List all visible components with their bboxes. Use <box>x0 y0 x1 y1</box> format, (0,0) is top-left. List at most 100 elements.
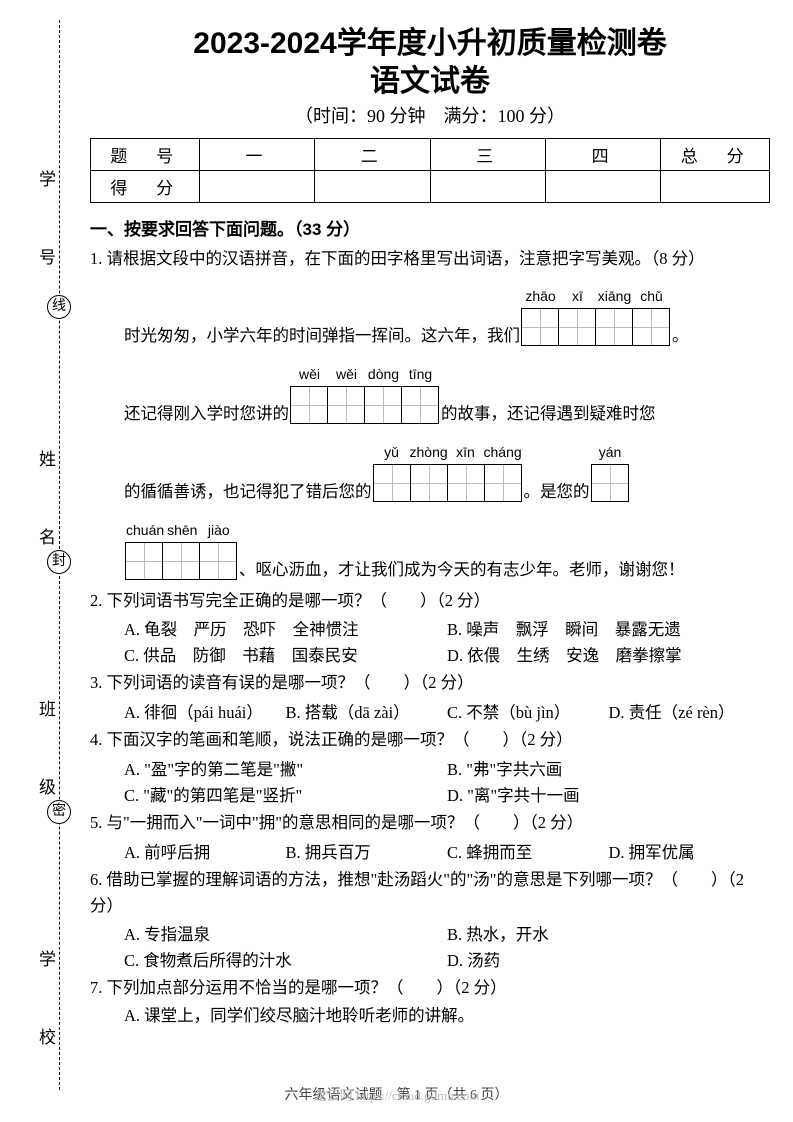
table-row: 得 分 <box>91 171 770 203</box>
char-group[interactable]: zhāo xī xiāng chǔ <box>522 308 670 346</box>
q6-options: A. 专指温泉 B. 热水，开水 C. 食物煮后所得的汁水 D. 汤药 <box>90 922 770 973</box>
pinyin: dòng <box>365 366 402 382</box>
pinyin: jiào <box>201 522 238 538</box>
q1-line1-pre: 时光匆匆，小学六年的时间弹指一挥间。这六年，我们 <box>124 322 520 346</box>
watermark: 龙云网 https://cloud.gdmu.com <box>0 1085 793 1104</box>
q1-stem: 1. 请根据文段中的汉语拼音，在下面的田字格里写出词语，注意把字写美观。（8 分… <box>90 246 770 272</box>
score-th-total: 总 分 <box>661 139 770 171</box>
pinyin: yán <box>592 444 629 460</box>
char-box[interactable] <box>595 308 633 346</box>
q5-options: A. 前呼后拥 B. 拥兵百万 C. 蜂拥而至 D. 拥军优属 <box>90 840 770 866</box>
pinyin: wěi <box>328 366 365 382</box>
char-box[interactable] <box>125 542 163 580</box>
exam-title-line1: 2023-2024学年度小升初质量检测卷 <box>90 25 770 63</box>
q6-opt-d: D. 汤药 <box>447 948 770 974</box>
score-th-3: 三 <box>430 139 545 171</box>
q3-options: A. 徘徊（pái huái） B. 搭载（dā zài） C. 不禁（bù j… <box>90 700 770 726</box>
pinyin-row: zhāo xī xiāng chǔ <box>522 288 670 304</box>
score-cell[interactable] <box>545 171 660 203</box>
q6-opt-a: A. 专指温泉 <box>124 922 447 948</box>
char-group[interactable]: chuán shēn jiào <box>126 542 237 580</box>
char-box[interactable] <box>484 464 522 502</box>
pinyin-row: wěi wěi dòng tīng <box>291 366 439 382</box>
pinyin: tīng <box>402 366 439 382</box>
pinyin: chǔ <box>633 288 670 304</box>
q1-line3-pre: 的循循善诱，也记得犯了错后您的 <box>124 478 372 502</box>
pinyin: yǔ <box>374 444 410 460</box>
q2-opt-d: D. 依偎 生绣 安逸 磨拳擦掌 <box>447 643 770 669</box>
char-box[interactable] <box>290 386 328 424</box>
char-box[interactable] <box>199 542 237 580</box>
q1-line2-post: 的故事，还记得遇到疑难时您 <box>441 400 656 424</box>
exam-page: 学 号 线 姓 名 封 班 级 密 学 校 2023-2024学年度小升初质量检… <box>0 0 793 1122</box>
exam-title-line2: 语文试卷 <box>90 63 770 101</box>
binding-label-student-id: 学 号 <box>33 170 58 287</box>
score-table: 题 号 一 二 三 四 总 分 得 分 <box>90 138 770 203</box>
score-row-label: 得 分 <box>91 171 200 203</box>
char-box[interactable] <box>410 464 448 502</box>
q7-stem: 7. 下列加点部分运用不恰当的是哪一项？（ ）（2 分） <box>90 975 770 1001</box>
char-box[interactable] <box>373 464 411 502</box>
q5-opt-b: B. 拥兵百万 <box>286 840 448 866</box>
q4-opt-a: A. "盈"字的第二笔是"撇" <box>124 757 447 783</box>
pinyin-row: chuán shēn jiào <box>126 522 237 538</box>
q5-opt-d: D. 拥军优属 <box>609 840 771 866</box>
score-cell[interactable] <box>430 171 545 203</box>
q4-opt-c: C. "藏"的第四笔是"竖折" <box>124 783 447 809</box>
binding-seal-feng: 封 <box>47 550 71 574</box>
q3-opt-c: C. 不禁（bù jìn） <box>447 700 609 726</box>
pinyin-row: yǔ zhòng xīn cháng <box>374 444 522 460</box>
binding-seal-mi: 密 <box>47 800 71 824</box>
pinyin-row: yán <box>592 444 629 460</box>
char-box[interactable] <box>327 386 365 424</box>
pinyin: shēn <box>164 522 201 538</box>
q6-opt-c: C. 食物煮后所得的汁水 <box>124 948 447 974</box>
char-box[interactable] <box>447 464 485 502</box>
q1-line3: 的循循善诱，也记得犯了错后您的 yǔ zhòng xīn cháng 。是您的 … <box>90 432 770 502</box>
char-box[interactable] <box>162 542 200 580</box>
main-content: 2023-2024学年度小升初质量检测卷 语文试卷 （时间：90 分钟 满分：1… <box>90 25 770 1033</box>
q4-opt-b: B. "弗"字共六画 <box>447 757 770 783</box>
q2-stem: 2. 下列词语书写完全正确的是哪一项？（ ）（2 分） <box>90 588 770 614</box>
q2-options: A. 龟裂 严历 恐吓 全神惯注 B. 噪声 飘浮 瞬间 暴露无遗 C. 供品 … <box>90 617 770 668</box>
exam-meta: （时间：90 分钟 满分：100 分） <box>90 102 770 128</box>
score-cell[interactable] <box>315 171 430 203</box>
q1-line1: 时光匆匆，小学六年的时间弹指一挥间。这六年，我们 zhāo xī xiāng c… <box>90 276 770 346</box>
score-th-2: 二 <box>315 139 430 171</box>
q1-line2-pre: 还记得刚入学时您讲的 <box>124 400 289 424</box>
score-cell[interactable] <box>661 171 770 203</box>
char-box[interactable] <box>401 386 439 424</box>
q1-line1-post: 。 <box>672 322 689 346</box>
score-cell[interactable] <box>199 171 314 203</box>
char-group[interactable]: yán <box>592 464 629 502</box>
q1-line4: chuán shēn jiào 、呕心沥血，才让我们成为今天的有志少年。老师，谢… <box>90 510 770 580</box>
char-box[interactable] <box>521 308 559 346</box>
char-box[interactable] <box>364 386 402 424</box>
q4-stem: 4. 下面汉字的笔画和笔顺，说法正确的是哪一项？（ ）（2 分） <box>90 727 770 753</box>
char-group[interactable]: yǔ zhòng xīn cháng <box>374 464 522 502</box>
q5-opt-c: C. 蜂拥而至 <box>447 840 609 866</box>
char-group[interactable]: wěi wěi dòng tīng <box>291 386 439 424</box>
char-box[interactable] <box>558 308 596 346</box>
pinyin: xīn <box>448 444 484 460</box>
q5-opt-a: A. 前呼后拥 <box>124 840 286 866</box>
q4-options: A. "盈"字的第二笔是"撇" B. "弗"字共六画 C. "藏"的第四笔是"竖… <box>90 757 770 808</box>
q3-opt-d: D. 责任（zé rèn） <box>609 700 771 726</box>
q3-opt-a: A. 徘徊（pái huái） <box>124 700 286 726</box>
q4-opt-d: D. "离"字共十一画 <box>447 783 770 809</box>
q6-stem: 6. 借助已掌握的理解词语的方法，推想"赴汤蹈火"的"汤"的意思是下列哪一项？（… <box>90 867 770 918</box>
q2-opt-c: C. 供品 防御 书藉 国泰民安 <box>124 643 447 669</box>
binding-label-name: 姓 名 <box>33 450 58 567</box>
q1-line4-post: 、呕心沥血，才让我们成为今天的有志少年。老师，谢谢您！ <box>239 556 685 580</box>
pinyin: xī <box>559 288 596 304</box>
q2-opt-a: A. 龟裂 严历 恐吓 全神惯注 <box>124 617 447 643</box>
char-box[interactable] <box>591 464 629 502</box>
pinyin: cháng <box>484 444 522 460</box>
pinyin: zhāo <box>522 288 559 304</box>
char-box[interactable] <box>632 308 670 346</box>
q7-opt-a: A. 课堂上，同学们绞尽脑汁地聆听老师的讲解。 <box>90 1003 770 1029</box>
pinyin: xiāng <box>596 288 633 304</box>
pinyin: chuán <box>126 522 164 538</box>
q1-line2: 还记得刚入学时您讲的 wěi wěi dòng tīng 的故事，还记得遇到疑难… <box>90 354 770 424</box>
q3-opt-b: B. 搭载（dā zài） <box>286 700 448 726</box>
